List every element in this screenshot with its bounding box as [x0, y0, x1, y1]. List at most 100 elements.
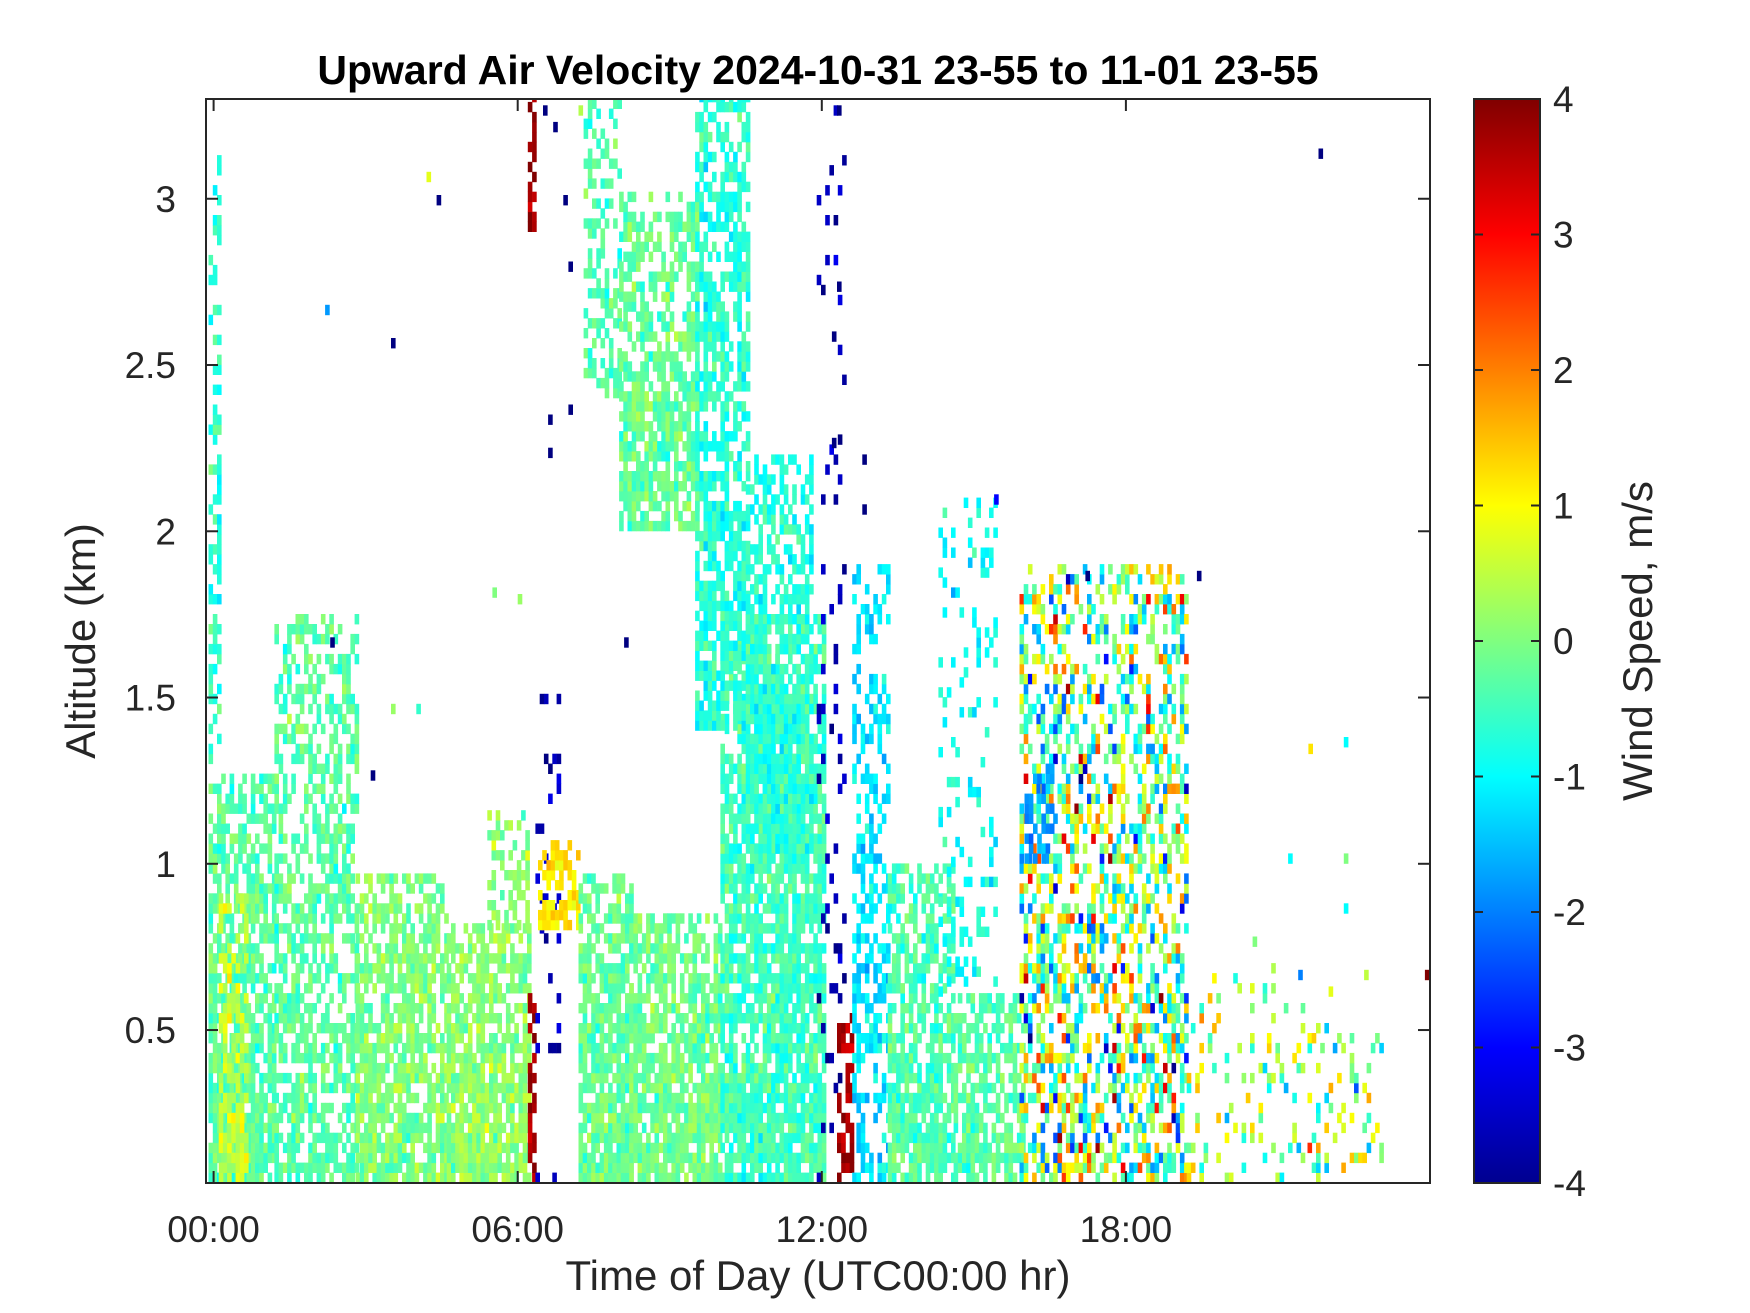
heatmap-cell — [418, 993, 424, 1004]
heatmap-cell — [329, 743, 334, 755]
heatmap-cell — [246, 883, 252, 894]
heatmap-cell — [467, 1003, 473, 1014]
heatmap-cell — [717, 933, 723, 944]
heatmap-cell — [629, 913, 634, 924]
heatmap-cell — [329, 953, 334, 964]
heatmap-cell — [608, 1023, 613, 1034]
heatmap-cell — [788, 943, 793, 954]
heatmap-cell — [800, 1042, 806, 1054]
heatmap-cell — [525, 850, 530, 861]
heatmap-cell — [779, 1122, 785, 1134]
heatmap-cell — [444, 1102, 449, 1114]
heatmap-cell — [359, 1172, 365, 1183]
heatmap-cell — [675, 1003, 681, 1014]
heatmap-cell — [435, 1172, 441, 1183]
heatmap-cell — [587, 248, 593, 259]
heatmap-cell — [684, 1102, 689, 1114]
heatmap-cell — [608, 178, 614, 189]
heatmap-cell — [480, 1072, 486, 1084]
heatmap-cell — [532, 99, 537, 103]
heatmap-cell — [788, 1122, 793, 1134]
heatmap-cell — [250, 913, 256, 924]
heatmap-cell — [640, 461, 645, 472]
heatmap-cell — [542, 919, 547, 931]
heatmap-cell — [337, 1042, 343, 1054]
heatmap-cell — [255, 1033, 260, 1044]
heatmap-cell — [733, 923, 738, 934]
heatmap-cell — [741, 833, 747, 844]
heatmap-cell — [455, 1162, 460, 1173]
heatmap-cell — [364, 983, 369, 994]
heatmap-cell — [741, 863, 747, 874]
heatmap-cell — [745, 963, 751, 974]
heatmap-cell — [792, 893, 797, 904]
heatmap-cell — [696, 1013, 702, 1024]
heatmap-cell — [699, 640, 704, 651]
heatmap-cell — [712, 560, 717, 572]
heatmap-cell — [619, 491, 624, 502]
heatmap-cell — [733, 1013, 738, 1024]
heatmap-cell — [657, 371, 662, 382]
heatmap-cell — [320, 1102, 326, 1114]
heatmap-cell — [217, 215, 222, 226]
heatmap-cell — [522, 1033, 528, 1044]
heatmap-cell — [212, 693, 218, 705]
heatmap-cell — [741, 1102, 747, 1114]
heatmap-cell — [480, 1172, 486, 1183]
heatmap-cell — [359, 1052, 365, 1064]
heatmap-cell — [217, 165, 222, 176]
heatmap-cell — [633, 993, 638, 1004]
heatmap-cell — [766, 1092, 772, 1104]
heatmap-cell — [231, 1033, 236, 1044]
heatmap-cell — [582, 903, 588, 914]
heatmap-cell — [487, 810, 492, 821]
heatmap-cell — [640, 281, 645, 292]
heatmap-cell — [217, 643, 222, 655]
heatmap-cell — [750, 893, 755, 904]
heatmap-cell — [724, 1082, 730, 1094]
heatmap-cell — [637, 1023, 643, 1034]
heatmap-cell — [287, 1142, 292, 1154]
heatmap-cell — [359, 1023, 365, 1034]
heatmap-cell — [459, 1092, 464, 1104]
heatmap-cell — [217, 1042, 222, 1054]
heatmap-cell — [393, 1033, 399, 1044]
heatmap-cell — [771, 953, 776, 964]
heatmap-cell — [435, 903, 441, 914]
heatmap-cell — [737, 753, 742, 765]
heatmap-cell — [312, 1092, 317, 1104]
heatmap-cell — [705, 913, 710, 924]
heatmap-cell — [652, 351, 658, 362]
heatmap-cell — [510, 1172, 515, 1183]
heatmap-cell — [813, 883, 818, 894]
heatmap-cell — [627, 451, 633, 462]
heatmap-cell — [538, 860, 543, 871]
heatmap-cell — [599, 1092, 605, 1104]
heatmap-cell — [527, 933, 532, 944]
heatmap-cell — [592, 288, 597, 299]
heatmap-cell — [800, 913, 806, 924]
heatmap-cell — [631, 471, 637, 482]
heatmap-cell — [446, 1102, 452, 1114]
heatmap-cell — [703, 670, 709, 681]
heatmap-cell — [629, 1082, 634, 1094]
heatmap-cell — [641, 1052, 647, 1064]
heatmap-cell — [663, 973, 668, 984]
heatmap-cell — [263, 933, 268, 944]
heatmap-cell — [648, 401, 654, 412]
heatmap-cell — [246, 1112, 252, 1124]
heatmap-cell — [504, 919, 509, 931]
heatmap-cell — [271, 803, 277, 814]
heatmap-cell — [766, 963, 772, 974]
heatmap-cell — [665, 421, 671, 432]
heatmap-cell — [359, 903, 365, 914]
heatmap-cell — [238, 793, 243, 804]
heatmap-cell — [333, 1152, 339, 1164]
heatmap-cell — [796, 933, 801, 944]
heatmap-cell — [809, 653, 814, 665]
heatmap-cell — [406, 873, 411, 884]
heatmap-cell — [821, 1092, 827, 1104]
heatmap-cell — [629, 1072, 634, 1084]
heatmap-cell — [771, 1092, 776, 1104]
heatmap-cell — [359, 1003, 365, 1014]
